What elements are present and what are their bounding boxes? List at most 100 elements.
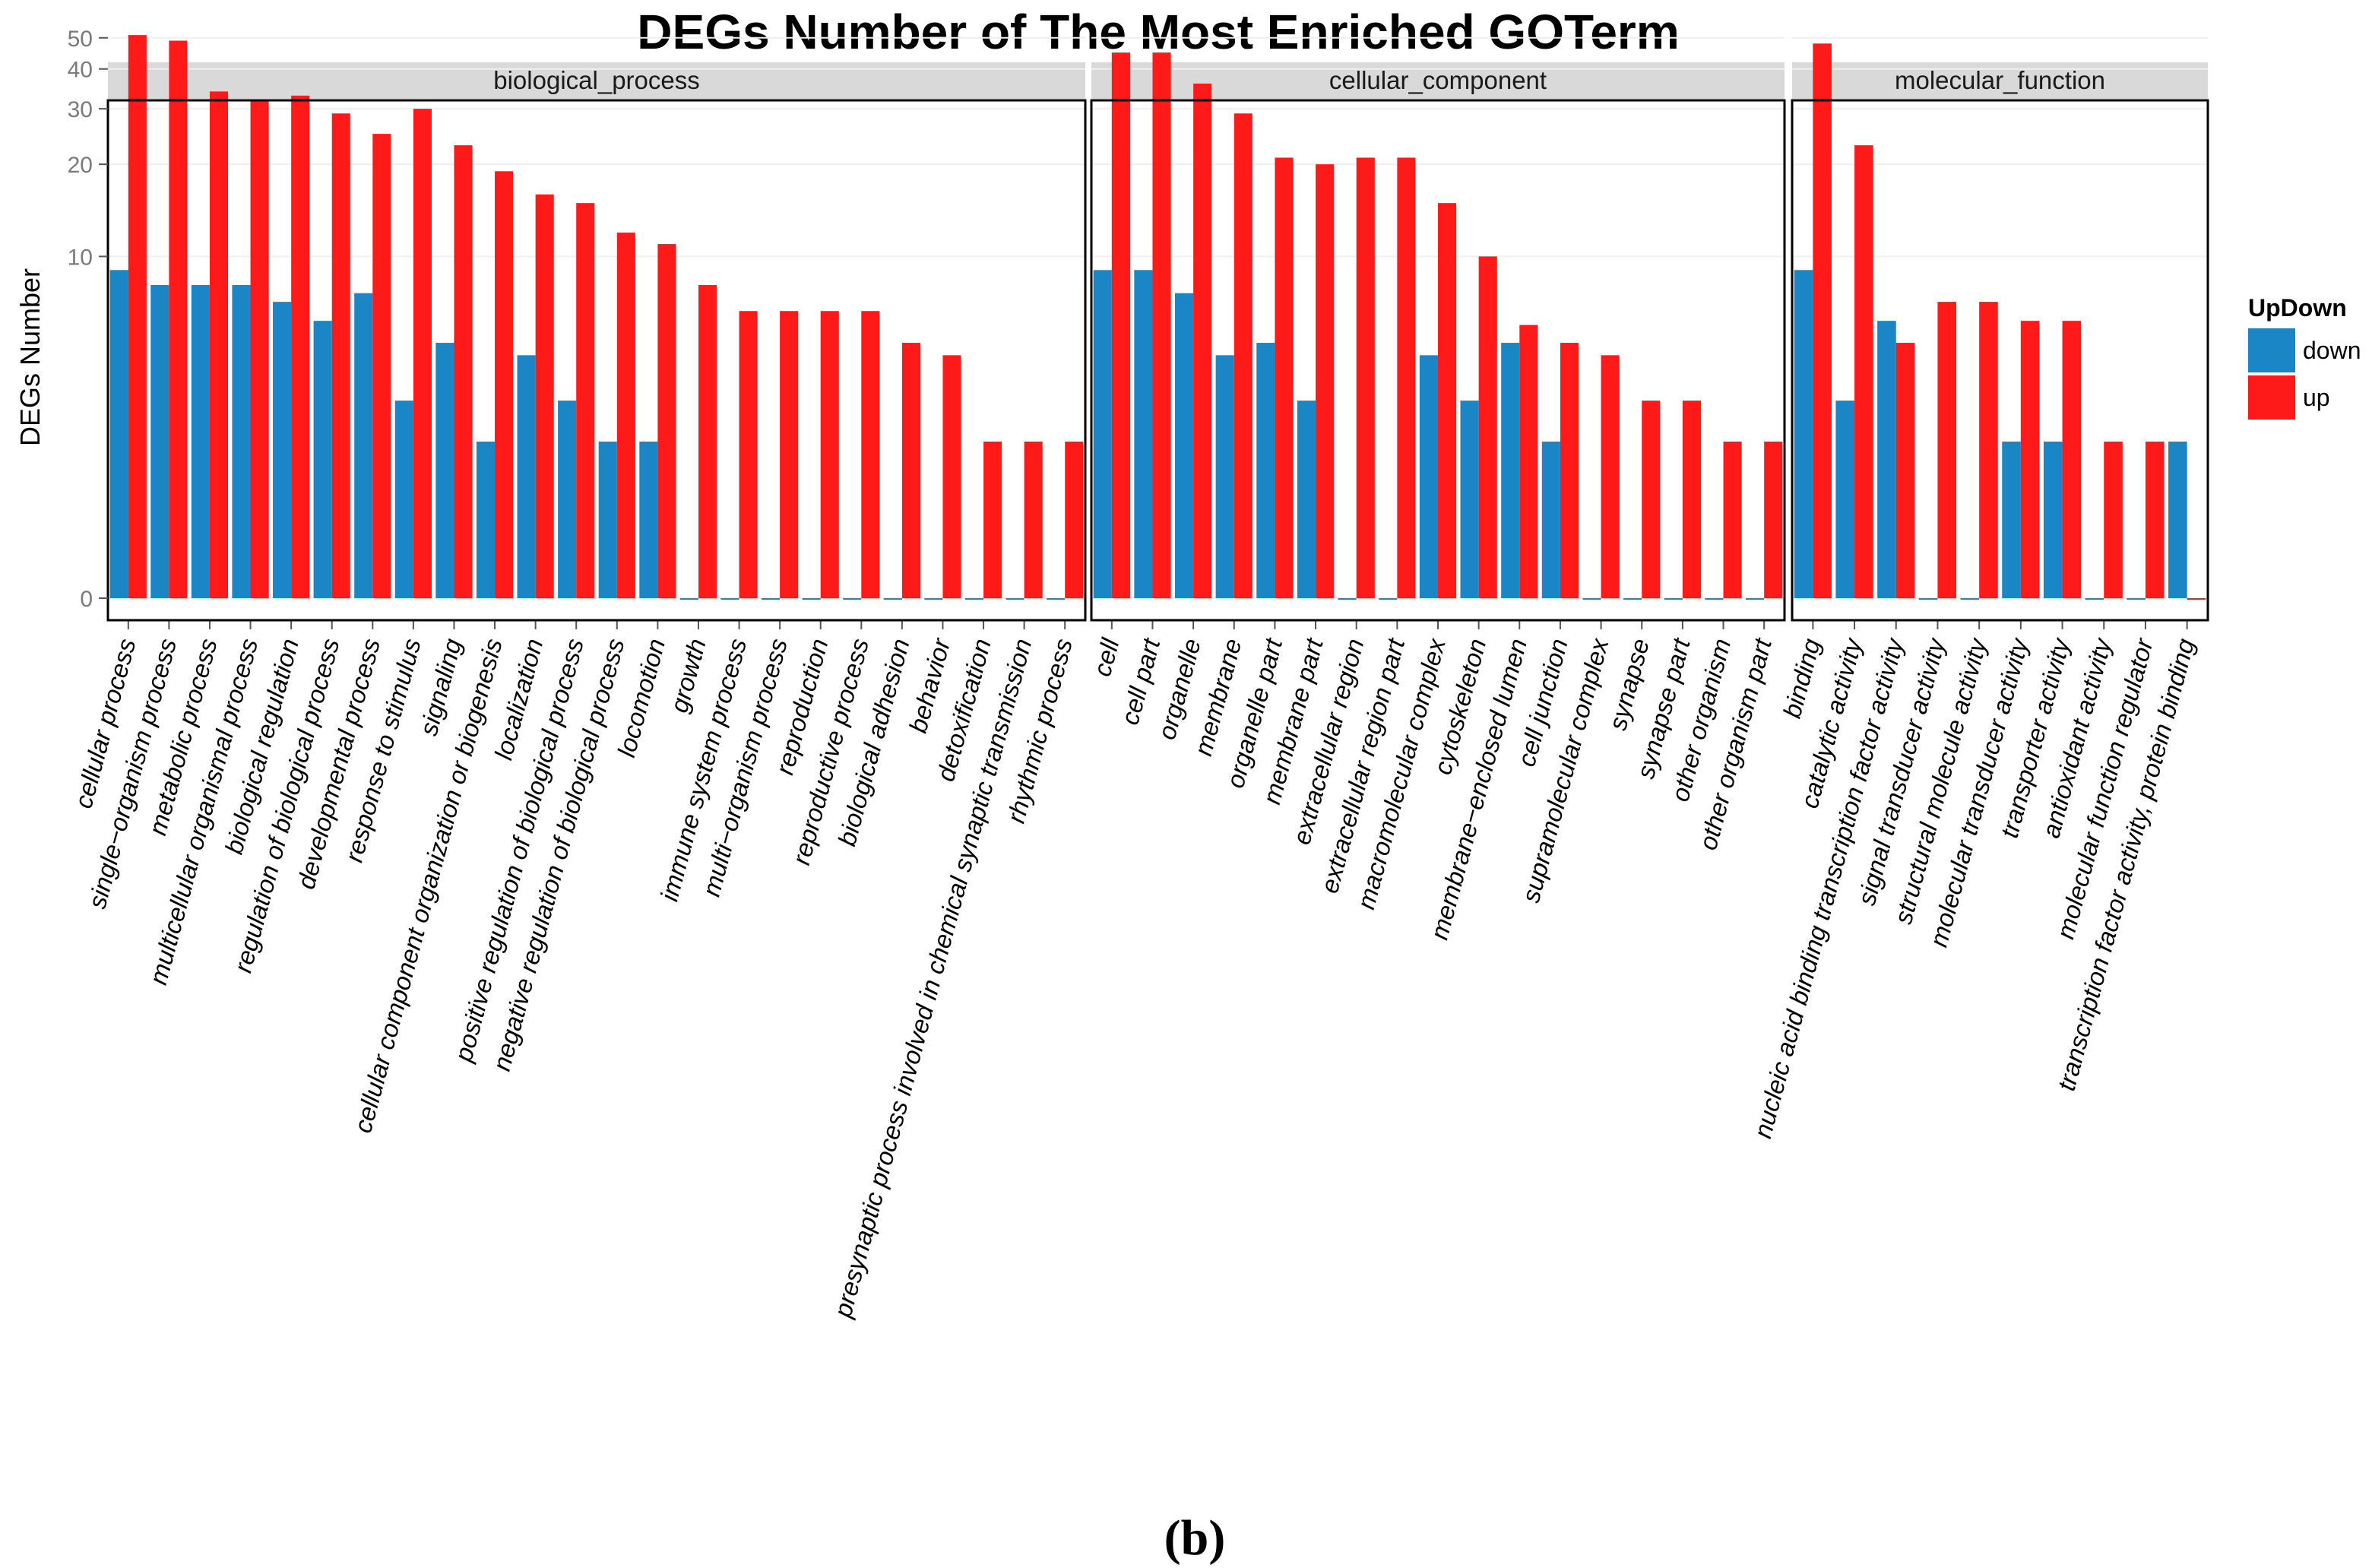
bar-up-immune-system-process [739,311,758,598]
legend-swatch-up [2248,375,2295,420]
bar-down-extracellular-region [1338,598,1357,600]
y-axis-label: DEGs Number [14,268,46,446]
bar-up-growth [698,285,717,598]
bar-up-presynaptic-process-involved-in-chemical-synaptic-transmission [1024,442,1043,598]
bar-up-reproductive-process [861,311,880,598]
bar-up-response-to-stimulus [413,109,432,599]
legend-swatch-down [2248,328,2295,372]
bar-up-rhythmic-process [1065,442,1084,598]
category-label-growth: growth [664,635,711,715]
bar-up-membrane [1234,113,1253,598]
bar-up-cytoskeleton [1478,256,1497,598]
bar-down-organelle [1174,293,1194,598]
category-label-binding: binding [1778,635,1826,721]
bar-down-cell-part [1134,270,1153,598]
bar-up-regulation-of-biological-process [331,113,350,598]
y-tick-label-20: 20 [68,153,93,178]
y-tick-label-30: 30 [68,97,93,122]
bar-down-response-to-stimulus [394,401,413,598]
bar-down-growth [679,598,698,600]
bar-up-metabolic-process [209,91,229,598]
bar-down-signaling [435,343,454,598]
bar-up-other-organism-part [1764,442,1783,598]
bar-down-organelle-part [1256,343,1275,598]
bar-up-biological-regulation [291,95,310,599]
bar-down-supramolecular-complex [1582,598,1601,600]
facet-label-cellular-component: cellular_component [1329,66,1547,94]
bar-up-synapse [1642,401,1661,598]
bar-up-transcription-factor-activity-protein-binding [2187,598,2206,600]
bar-down-membrane [1215,355,1234,598]
bar-down-reproductive-process [843,598,862,600]
bar-down-developmental-process [354,293,373,598]
bar-up-membrane-part [1316,164,1335,598]
bar-up-locomotion [657,244,676,598]
legend-label-up: up [2303,384,2330,411]
bar-down-reproduction [802,598,821,600]
bar-up-organelle [1193,83,1212,599]
bar-up-localization [535,194,554,599]
bar-down-multicellular-organismal-process [232,285,251,598]
bar-up-negative-regulation-of-biological-process [616,233,635,598]
bar-down-membrane-enclosed-lumen [1501,343,1520,598]
bar-down-negative-regulation-of-biological-process [598,442,617,598]
bar-down-catalytic-activity [1835,401,1855,598]
bar-up-antioxidant-activity [2104,442,2123,598]
bar-down-transporter-activity [2043,442,2063,598]
bar-down-nucleic-acid-binding-transcription-factor-activity [1877,321,1896,598]
bar-up-structural-molecule-activity [1979,302,1998,598]
bar-up-nucleic-acid-binding-transcription-factor-activity [1895,343,1915,598]
bar-up-positive-regulation-of-biological-process [576,203,595,598]
legend-title: UpDown [2248,294,2347,322]
bar-up-behavior [942,355,961,598]
bar-up-binding [1813,43,1832,599]
panel-background [108,100,1085,620]
facet-label-molecular-function: molecular_function [1895,66,2105,94]
bar-down-antioxidant-activity [2085,598,2104,600]
bar-down-positive-regulation-of-biological-process [558,401,577,598]
chart-title: DEGs Number of The Most Enriched GOTerm [637,5,1679,59]
bar-up-molecular-function-regulator [2145,442,2165,598]
y-axis: 0 10 20 30 40 50 [68,27,108,612]
facet-label-biological-process: biological_process [493,66,700,94]
bar-down-binding [1794,270,1813,598]
bar-down-metabolic-process [191,285,210,598]
category-label-supramolecular-complex: supramolecular complex [1516,635,1614,905]
legend-label-down: down [2303,337,2361,364]
bar-up-cell-junction [1560,343,1579,598]
bar-down-other-organism-part [1746,598,1765,600]
bar-up-detoxification [983,442,1002,598]
bar-down-multi-organism-process [762,598,781,600]
bar-down-molecular-transducer-activity [2002,442,2021,598]
bar-down-locomotion [639,442,658,598]
bar-down-synapse [1623,598,1642,600]
bar-down-structural-molecule-activity [1960,598,1980,600]
bar-down-cellular-process [109,270,128,598]
bar-down-transcription-factor-activity-protein-binding [2168,442,2187,598]
bar-down-membrane-part [1297,401,1316,598]
y-tick-label-0: 0 [80,587,93,612]
bar-down-presynaptic-process-involved-in-chemical-synaptic-transmission [1005,598,1024,600]
bar-up-multicellular-organismal-process [250,100,269,598]
bar-up-supramolecular-complex [1601,355,1620,598]
bar-up-synapse-part [1682,401,1702,598]
legend: UpDown down up [2248,294,2361,420]
bar-up-signaling [454,145,473,598]
bar-down-biological-regulation [273,302,292,598]
bar-up-cellular-component-organization-or-biogenesis [495,171,514,599]
bar-up-cell [1111,52,1130,598]
bar-down-immune-system-process [720,598,739,600]
bar-up-extracellular-region-part [1397,157,1416,598]
bar-up-extracellular-region [1356,157,1375,598]
bar-down-molecular-function-regulator [2127,598,2146,600]
bar-up-catalytic-activity [1854,145,1873,598]
bar-up-signal-transducer-activity [1937,302,1957,598]
bar-up-cell-part [1152,52,1171,598]
bar-down-single-organism-process [150,285,169,598]
panel-border [1791,99,2209,622]
y-tick-label-40: 40 [68,58,93,83]
